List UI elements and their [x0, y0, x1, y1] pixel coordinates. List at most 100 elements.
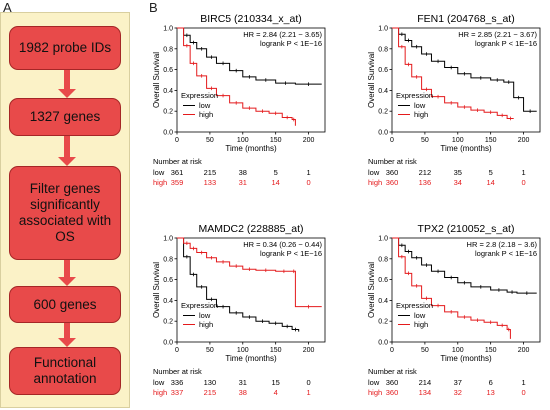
legend-title: Expression [181, 301, 218, 310]
x-tick-label: 150 [270, 137, 282, 144]
flow-arrow-4 [58, 323, 76, 347]
risk-value-high: 360 [386, 178, 399, 187]
y-tick-label: 0.2 [378, 319, 388, 326]
risk-value-low: 360 [386, 378, 399, 387]
y-tick-label: 0.8 [378, 46, 388, 53]
risk-value-low: 1 [521, 168, 525, 177]
risk-value-low: 38 [239, 168, 247, 177]
x-axis-label: Time (months) [225, 144, 277, 153]
risk-row-label-low: low [368, 168, 380, 177]
y-tick-label: 0.2 [378, 109, 388, 116]
risk-value-low: 31 [239, 378, 247, 387]
x-tick-label: 200 [518, 347, 530, 354]
legend-label-low: low [199, 311, 211, 320]
risk-value-low: 5 [274, 168, 278, 177]
hazard-ratio-label: HR = 0.34 (0.26 − 0.44) [243, 240, 322, 249]
risk-value-high: 4 [274, 388, 278, 397]
legend-label-high: high [199, 320, 213, 329]
risk-value-high: 32 [454, 388, 462, 397]
y-tick-label: 0.0 [378, 340, 388, 347]
survival-curve-high [177, 27, 296, 126]
risk-row-label-low: low [153, 168, 165, 177]
y-axis-label: Overall Survival [152, 52, 161, 108]
risk-table-header: Number at risk [368, 367, 417, 376]
y-tick-label: 0.8 [163, 256, 173, 263]
risk-value-high: 0 [521, 178, 525, 187]
x-tick-label: 150 [485, 137, 497, 144]
plot-frame [391, 237, 541, 343]
flow-arrow-2 [58, 136, 76, 166]
legend-label-high: high [199, 110, 213, 119]
km-plot-mamdc2: MAMDC2 (228885_at) HR = 0.34 (0.26 − 0.44… [152, 222, 328, 407]
chart-title: MAMDC2 (228885_at) [198, 223, 303, 235]
risk-value-high: 1 [306, 388, 310, 397]
risk-value-high: 14 [271, 178, 279, 187]
risk-value-high: 13 [486, 388, 494, 397]
legend-title: Expression [181, 91, 218, 100]
risk-table-header: Number at risk [153, 157, 202, 166]
logrank-label: logrank P < 1E−16 [260, 39, 322, 48]
y-tick-label: 0.4 [378, 88, 388, 95]
hazard-ratio-label: HR = 2.8 (2.18 − 3.6) [467, 240, 538, 249]
risk-table-header: Number at risk [368, 157, 417, 166]
x-tick-label: 150 [270, 347, 282, 354]
km-svg-mamdc2: MAMDC2 (228885_at) HR = 0.34 (0.26 − 0.44… [152, 223, 326, 397]
logrank-label: logrank P < 1E−16 [475, 249, 537, 258]
y-tick-label: 0.0 [378, 130, 388, 137]
y-tick-label: 0.2 [163, 319, 173, 326]
flow-box-filter: Filter genes significantly associated wi… [9, 166, 121, 260]
risk-row-label-low: low [153, 378, 165, 387]
y-tick-label: 0.6 [378, 67, 388, 74]
y-tick-label: 1.0 [163, 236, 173, 243]
y-tick-label: 0.0 [163, 130, 173, 137]
km-svg-birc5: BIRC5 (210334_x_at) HR = 2.84 (2.21 − 3.6… [152, 13, 326, 187]
risk-value-low: 35 [454, 168, 462, 177]
survival-curve-high [177, 237, 322, 308]
risk-value-high: 34 [454, 178, 462, 187]
risk-row-label-high: high [368, 388, 382, 397]
survival-curve-high [392, 27, 514, 119]
y-tick-label: 0.0 [163, 340, 173, 347]
x-axis-label: Time (months) [225, 354, 277, 363]
x-tick-label: 200 [518, 137, 530, 144]
risk-value-low: 130 [204, 378, 217, 387]
risk-value-low: 5 [489, 168, 493, 177]
x-axis-label: Time (months) [440, 354, 492, 363]
flow-arrow-3 [58, 260, 76, 286]
legend-label-low: low [414, 311, 426, 320]
legend-label-low: low [199, 101, 211, 110]
y-tick-label: 0.4 [163, 298, 173, 305]
flow-box-genes: 1327 genes [9, 98, 121, 136]
flowchart-panel: 1982 probe IDs 1327 genes Filter genes s… [0, 12, 130, 408]
risk-value-high: 215 [204, 388, 217, 397]
risk-value-low: 212 [419, 168, 432, 177]
panel-label-a: A [3, 0, 12, 15]
hazard-ratio-label: HR = 2.84 (2.21 − 3.65) [243, 30, 322, 39]
risk-value-high: 359 [171, 178, 184, 187]
risk-value-low: 361 [171, 168, 184, 177]
risk-value-low: 214 [419, 378, 432, 387]
chart-title: TPX2 (210052_s_at) [418, 223, 515, 235]
x-axis-label: Time (months) [440, 144, 492, 153]
plot-frame [176, 27, 326, 133]
risk-row-label-high: high [153, 388, 167, 397]
risk-table-header: Number at risk [153, 367, 202, 376]
logrank-label: logrank P < 1E−16 [260, 249, 322, 258]
flow-box-probe-ids: 1982 probe IDs [9, 26, 121, 70]
km-svg-fen1: FEN1 (204768_s_at) HR = 2.85 (2.21 − 3.67… [367, 13, 541, 187]
hazard-ratio-label: HR = 2.85 (2.21 − 3.67) [458, 30, 537, 39]
plot-frame [391, 27, 541, 133]
survival-curve-low [392, 237, 537, 294]
risk-value-high: 0 [521, 388, 525, 397]
chart-title: FEN1 (204768_s_at) [417, 13, 514, 25]
survival-curve-high [392, 237, 511, 339]
flow-arrow-1 [58, 70, 76, 98]
risk-value-low: 1 [521, 378, 525, 387]
y-tick-label: 0.8 [378, 256, 388, 263]
risk-value-high: 136 [419, 178, 432, 187]
y-tick-label: 0.6 [378, 277, 388, 284]
x-tick-label: 0 [175, 347, 179, 354]
risk-row-label-high: high [153, 178, 167, 187]
risk-value-high: 337 [171, 388, 184, 397]
risk-value-low: 0 [306, 378, 310, 387]
